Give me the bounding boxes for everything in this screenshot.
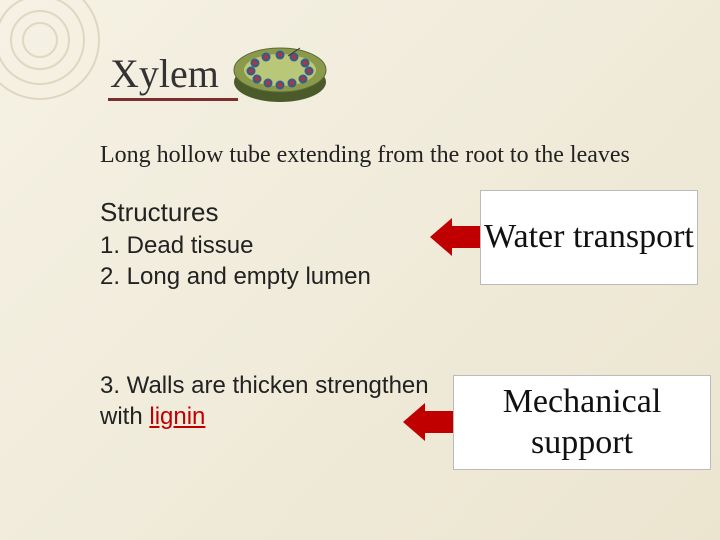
arrow-stem	[423, 411, 453, 433]
keyword-lignin: lignin	[149, 403, 205, 430]
list-item: 2. Long and empty lumen	[100, 261, 371, 292]
arrow-left-icon	[403, 403, 425, 441]
arrow-left-icon	[430, 218, 452, 256]
arrow-stem	[450, 226, 480, 248]
structures-heading: Structures	[100, 197, 219, 228]
callout-mechanical-support: Mechanical support	[453, 375, 711, 470]
title-underline	[108, 98, 238, 101]
callout-water-transport: Water transport	[480, 190, 698, 285]
structure-list-group-1: 1. Dead tissue 2. Long and empty lumen	[100, 230, 371, 292]
structure-list-group-2: 3. Walls are thicken strengthen with lig…	[100, 370, 440, 432]
description-text: Long hollow tube extending from the root…	[100, 140, 660, 170]
page-title: Xylem	[110, 50, 219, 97]
stem-cross-section-icon	[230, 42, 330, 107]
corner-decoration	[0, 0, 120, 120]
list-item: 1. Dead tissue	[100, 230, 371, 261]
